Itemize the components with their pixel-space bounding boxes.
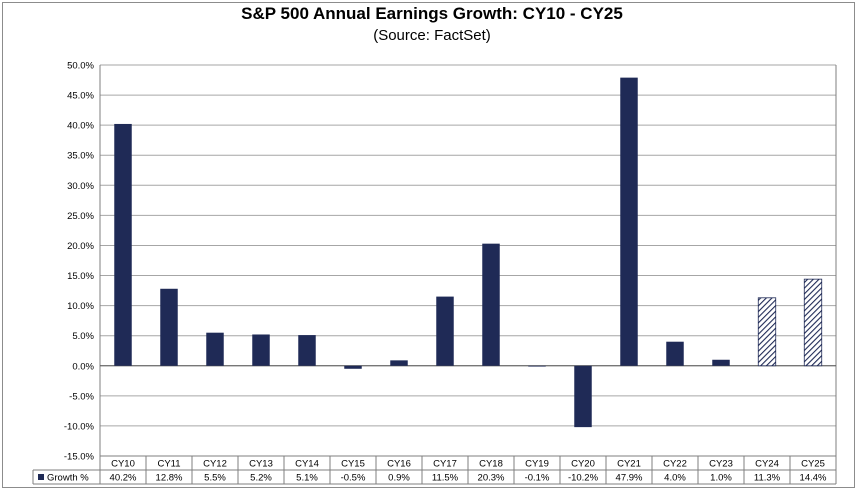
x-category-label: CY19 (525, 459, 549, 470)
x-category-label: CY10 (111, 459, 135, 470)
y-tick-label: 35.0% (67, 151, 94, 162)
y-tick-label: 30.0% (67, 181, 94, 192)
data-value-label: 0.9% (388, 473, 410, 484)
data-value-label: 47.9% (616, 473, 643, 484)
bar-cy24 (757, 297, 777, 367)
y-tick-label: 40.0% (67, 121, 94, 132)
data-value-label: 5.2% (250, 473, 272, 484)
data-value-label: 14.4% (800, 473, 827, 484)
x-category-label: CY12 (203, 459, 227, 470)
x-category-label: CY11 (157, 459, 180, 470)
bar-cy13 (252, 334, 270, 366)
y-tick-label: 45.0% (67, 91, 94, 102)
data-value-label: 1.0% (710, 473, 732, 484)
x-category-label: CY23 (709, 459, 733, 470)
y-tick-label: -15.0% (64, 452, 95, 463)
y-tick-label: -10.0% (64, 421, 95, 432)
y-tick-label: 0.0% (72, 361, 94, 372)
data-value-label: 4.0% (664, 473, 686, 484)
gridlines (99, 64, 837, 457)
chart-title: S&P 500 Annual Earnings Growth: CY10 - C… (241, 4, 623, 23)
bar-cy20 (574, 365, 592, 428)
data-value-label: 20.3% (478, 473, 505, 484)
x-category-label: CY13 (249, 459, 273, 470)
data-table: Growth % CY10 40.2% CY11 12.8% CY12 5.5% CY13 5.… (32, 455, 837, 485)
bar-cy21 (620, 77, 638, 366)
data-value-label: 12.8% (156, 473, 183, 484)
bar-cy25 (803, 278, 823, 367)
y-tick-label: 15.0% (67, 271, 94, 282)
y-tick-label: 20.0% (67, 241, 94, 252)
bar-cy12 (206, 332, 224, 366)
x-category-label: CY20 (571, 459, 595, 470)
y-tick-label: 50.0% (67, 61, 94, 72)
x-category-label: CY15 (341, 459, 365, 470)
x-category-label: CY17 (433, 459, 457, 470)
x-category-label: CY22 (663, 459, 687, 470)
x-category-label: CY24 (755, 459, 779, 470)
bar-cy14 (298, 335, 316, 366)
y-axis-ticks: -15.0% -10.0% -5.0% 0.0% 5.0% 10.0% 15.0% 20.0%… (64, 61, 95, 463)
bars (114, 77, 823, 428)
y-tick-label: 25.0% (67, 211, 94, 222)
x-category-label: CY14 (295, 459, 319, 470)
y-tick-label: 10.0% (67, 301, 94, 312)
x-category-label: CY25 (801, 459, 825, 470)
bar-cy10 (114, 123, 132, 366)
y-tick-label: -5.0% (69, 391, 94, 402)
bar-cy16 (390, 360, 408, 366)
chart-subtitle: (Source: FactSet) (373, 27, 491, 44)
bar-cy23 (712, 359, 730, 366)
y-tick-label: 5.0% (72, 331, 94, 342)
data-value-label: -0.1% (525, 473, 550, 484)
bar-cy11 (160, 288, 178, 366)
legend-series-name: Growth % (47, 473, 89, 484)
legend-swatch (38, 474, 44, 480)
bar-cy15 (344, 365, 362, 369)
data-value-label: 40.2% (110, 473, 137, 484)
bar-cy19 (528, 365, 546, 367)
x-category-label: CY18 (479, 459, 503, 470)
data-value-label: 11.5% (432, 473, 459, 484)
x-category-label: CY16 (387, 459, 411, 470)
bar-cy17 (436, 296, 454, 366)
data-value-label: 5.1% (296, 473, 318, 484)
data-value-label: -10.2% (568, 473, 599, 484)
bar-cy18 (482, 243, 500, 366)
bar-cy22 (666, 341, 684, 366)
x-category-label: CY21 (617, 459, 641, 470)
data-value-label: -0.5% (341, 473, 366, 484)
data-value-label: 5.5% (204, 473, 226, 484)
data-value-label: 11.3% (754, 473, 781, 484)
